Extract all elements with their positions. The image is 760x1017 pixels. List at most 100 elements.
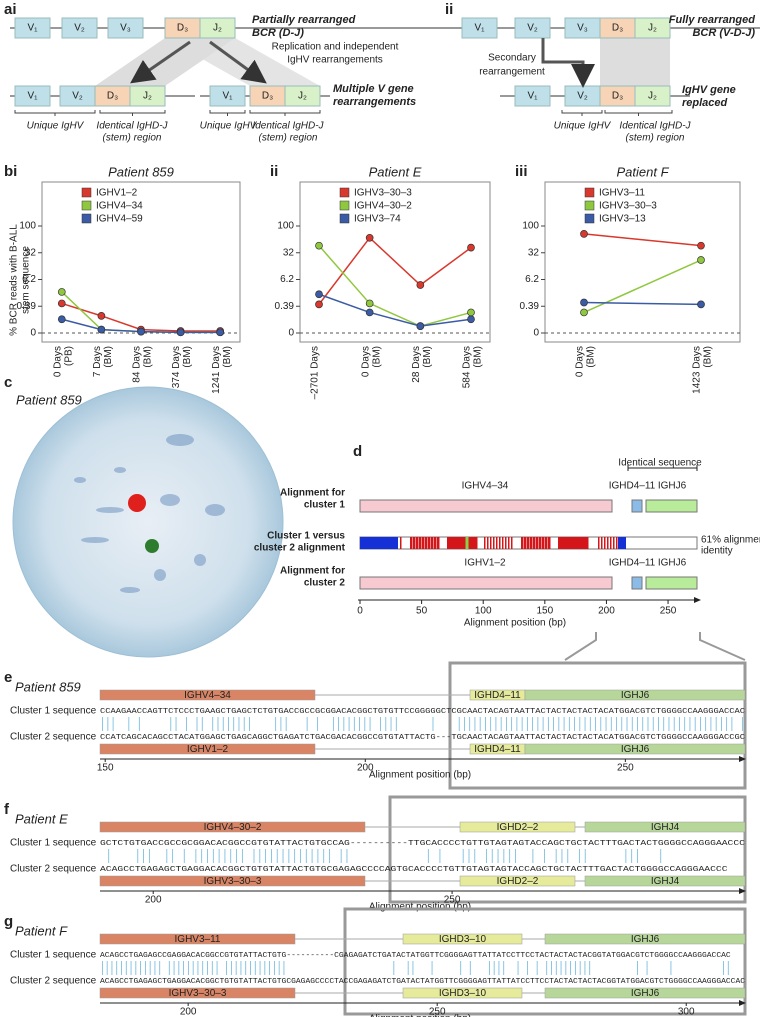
data-point (467, 243, 475, 252)
cell-blob (154, 569, 166, 581)
alignment-mismatch (490, 537, 492, 549)
gene-label: IGHJ4 (651, 876, 680, 887)
cell-blob (96, 507, 124, 513)
alignment-mismatch (447, 537, 451, 549)
data-point (176, 328, 185, 337)
panel-label: ii (445, 1, 453, 18)
x-tick-label: 0 Days (575, 346, 586, 377)
segment-label: V₂ (74, 23, 85, 34)
alignment-mismatch (579, 537, 583, 549)
gene-bar (544, 987, 746, 999)
y-axis-label: stem sequence (21, 246, 32, 314)
series-line (318, 293, 472, 327)
alignment-mismatch (428, 537, 431, 549)
panel-title: Patient E (15, 811, 68, 826)
j-gene (645, 499, 698, 513)
caption: BCR (V-D-J) (692, 27, 755, 39)
x-tick-label: 200 (357, 763, 374, 774)
match-ticks (102, 717, 743, 731)
legend-swatch (81, 200, 92, 211)
legend-swatch (584, 200, 595, 211)
y-tick-label: 100 (277, 221, 294, 232)
gene-segment (14, 85, 51, 107)
alignment-mismatch (487, 537, 489, 549)
panel-label: e (4, 669, 12, 686)
x-tick-label: 300 (678, 1007, 695, 1017)
x-tick-label: 200 (598, 606, 615, 617)
y-tick-label: 6.2 (280, 274, 294, 285)
alignment-mismatch (567, 537, 571, 549)
alignment-mismatch (610, 537, 612, 549)
x-tick-label: (BM) (473, 346, 484, 368)
data-point (580, 308, 588, 317)
gene-label: IGHD4–11 (609, 481, 656, 492)
row-label: Cluster 1 versus (267, 531, 345, 542)
panel-label: f (4, 801, 10, 818)
data-point (416, 322, 425, 330)
x-tick-label: (BM) (103, 346, 114, 368)
x-tick-label: (BM) (586, 346, 597, 368)
legend-swatch (584, 213, 595, 224)
gene-segment (61, 17, 98, 39)
alignment-mismatch (465, 537, 469, 549)
cell-blob (74, 477, 86, 483)
y-tick-label: 0.39 (520, 301, 540, 312)
bracket-label: Unique IgHV (200, 121, 258, 132)
arrow (130, 40, 191, 84)
panel-label: ai (4, 1, 17, 18)
x-tick-label: 250 (444, 895, 461, 906)
gene-label: IGHD4–11 (474, 690, 521, 701)
x-tick-label: 200 (145, 895, 162, 906)
alignment-mismatch (400, 537, 402, 549)
alignment-mismatch (496, 537, 498, 549)
gene-label: IGHV1–2 (464, 558, 506, 569)
data-point (580, 230, 588, 238)
alignment-mismatch (419, 537, 422, 549)
cell-blob (160, 494, 180, 506)
segment-label: J₂ (648, 91, 657, 102)
gene-segment (107, 17, 144, 39)
gene-segment (634, 85, 671, 107)
alignment-mismatch-block (618, 537, 626, 549)
plot-title: Patient 859 (108, 164, 174, 179)
gene-label: IGHV1–2 (187, 744, 229, 755)
panel-label: ii (270, 163, 278, 180)
gene-segment (199, 17, 236, 39)
panel-title: Patient 859 (15, 679, 81, 694)
legend-label: IGHV3–30–3 (599, 201, 657, 212)
bracket-label: Identical IgHD-J (619, 121, 691, 132)
alignment-mismatch (413, 537, 416, 549)
alignment-mismatch (607, 537, 609, 549)
panel-label: d (353, 443, 362, 460)
x-tick-label: 1423 Days (692, 346, 703, 394)
alignment-mismatch (453, 537, 457, 549)
series-line (583, 259, 702, 314)
segment-label: J₂ (213, 23, 222, 34)
caption: rearrangements (333, 96, 416, 108)
sequence: GCTCTGTGACCGCCGCGGACACGGCCGTGTATTACTGTGC… (100, 840, 745, 848)
x-tick-label: 84 Days (132, 346, 143, 383)
segment-label: V₂ (577, 91, 588, 102)
gene-segment (514, 85, 551, 107)
gene-label: IGHD4–11 (474, 744, 521, 755)
x-tick-label: –2701 Days (310, 346, 321, 399)
alignment-mismatch (536, 537, 539, 549)
x-tick-label: 0 Days (360, 346, 371, 377)
legend-label: IGHV1–2 (96, 188, 138, 199)
row-label: cluster 2 (304, 578, 346, 589)
data-point (315, 290, 323, 299)
gene-label: IGHV3–30–3 (169, 988, 227, 999)
v-gene (359, 499, 613, 513)
alignment-mismatch (613, 537, 615, 549)
x-tick-label: (BM) (182, 346, 193, 368)
gene-label: IGHJ6 (658, 481, 687, 492)
note: Replication and independent (272, 42, 399, 53)
x-tick-label: 250 (617, 763, 634, 774)
x-tick-label: 0 Days (52, 346, 63, 377)
x-tick-label: 28 Days (411, 346, 422, 383)
bracket (14, 110, 96, 116)
plot-title: Patient F (616, 164, 669, 179)
gene-segment (634, 17, 671, 39)
caption: IgHV gene (682, 84, 736, 96)
